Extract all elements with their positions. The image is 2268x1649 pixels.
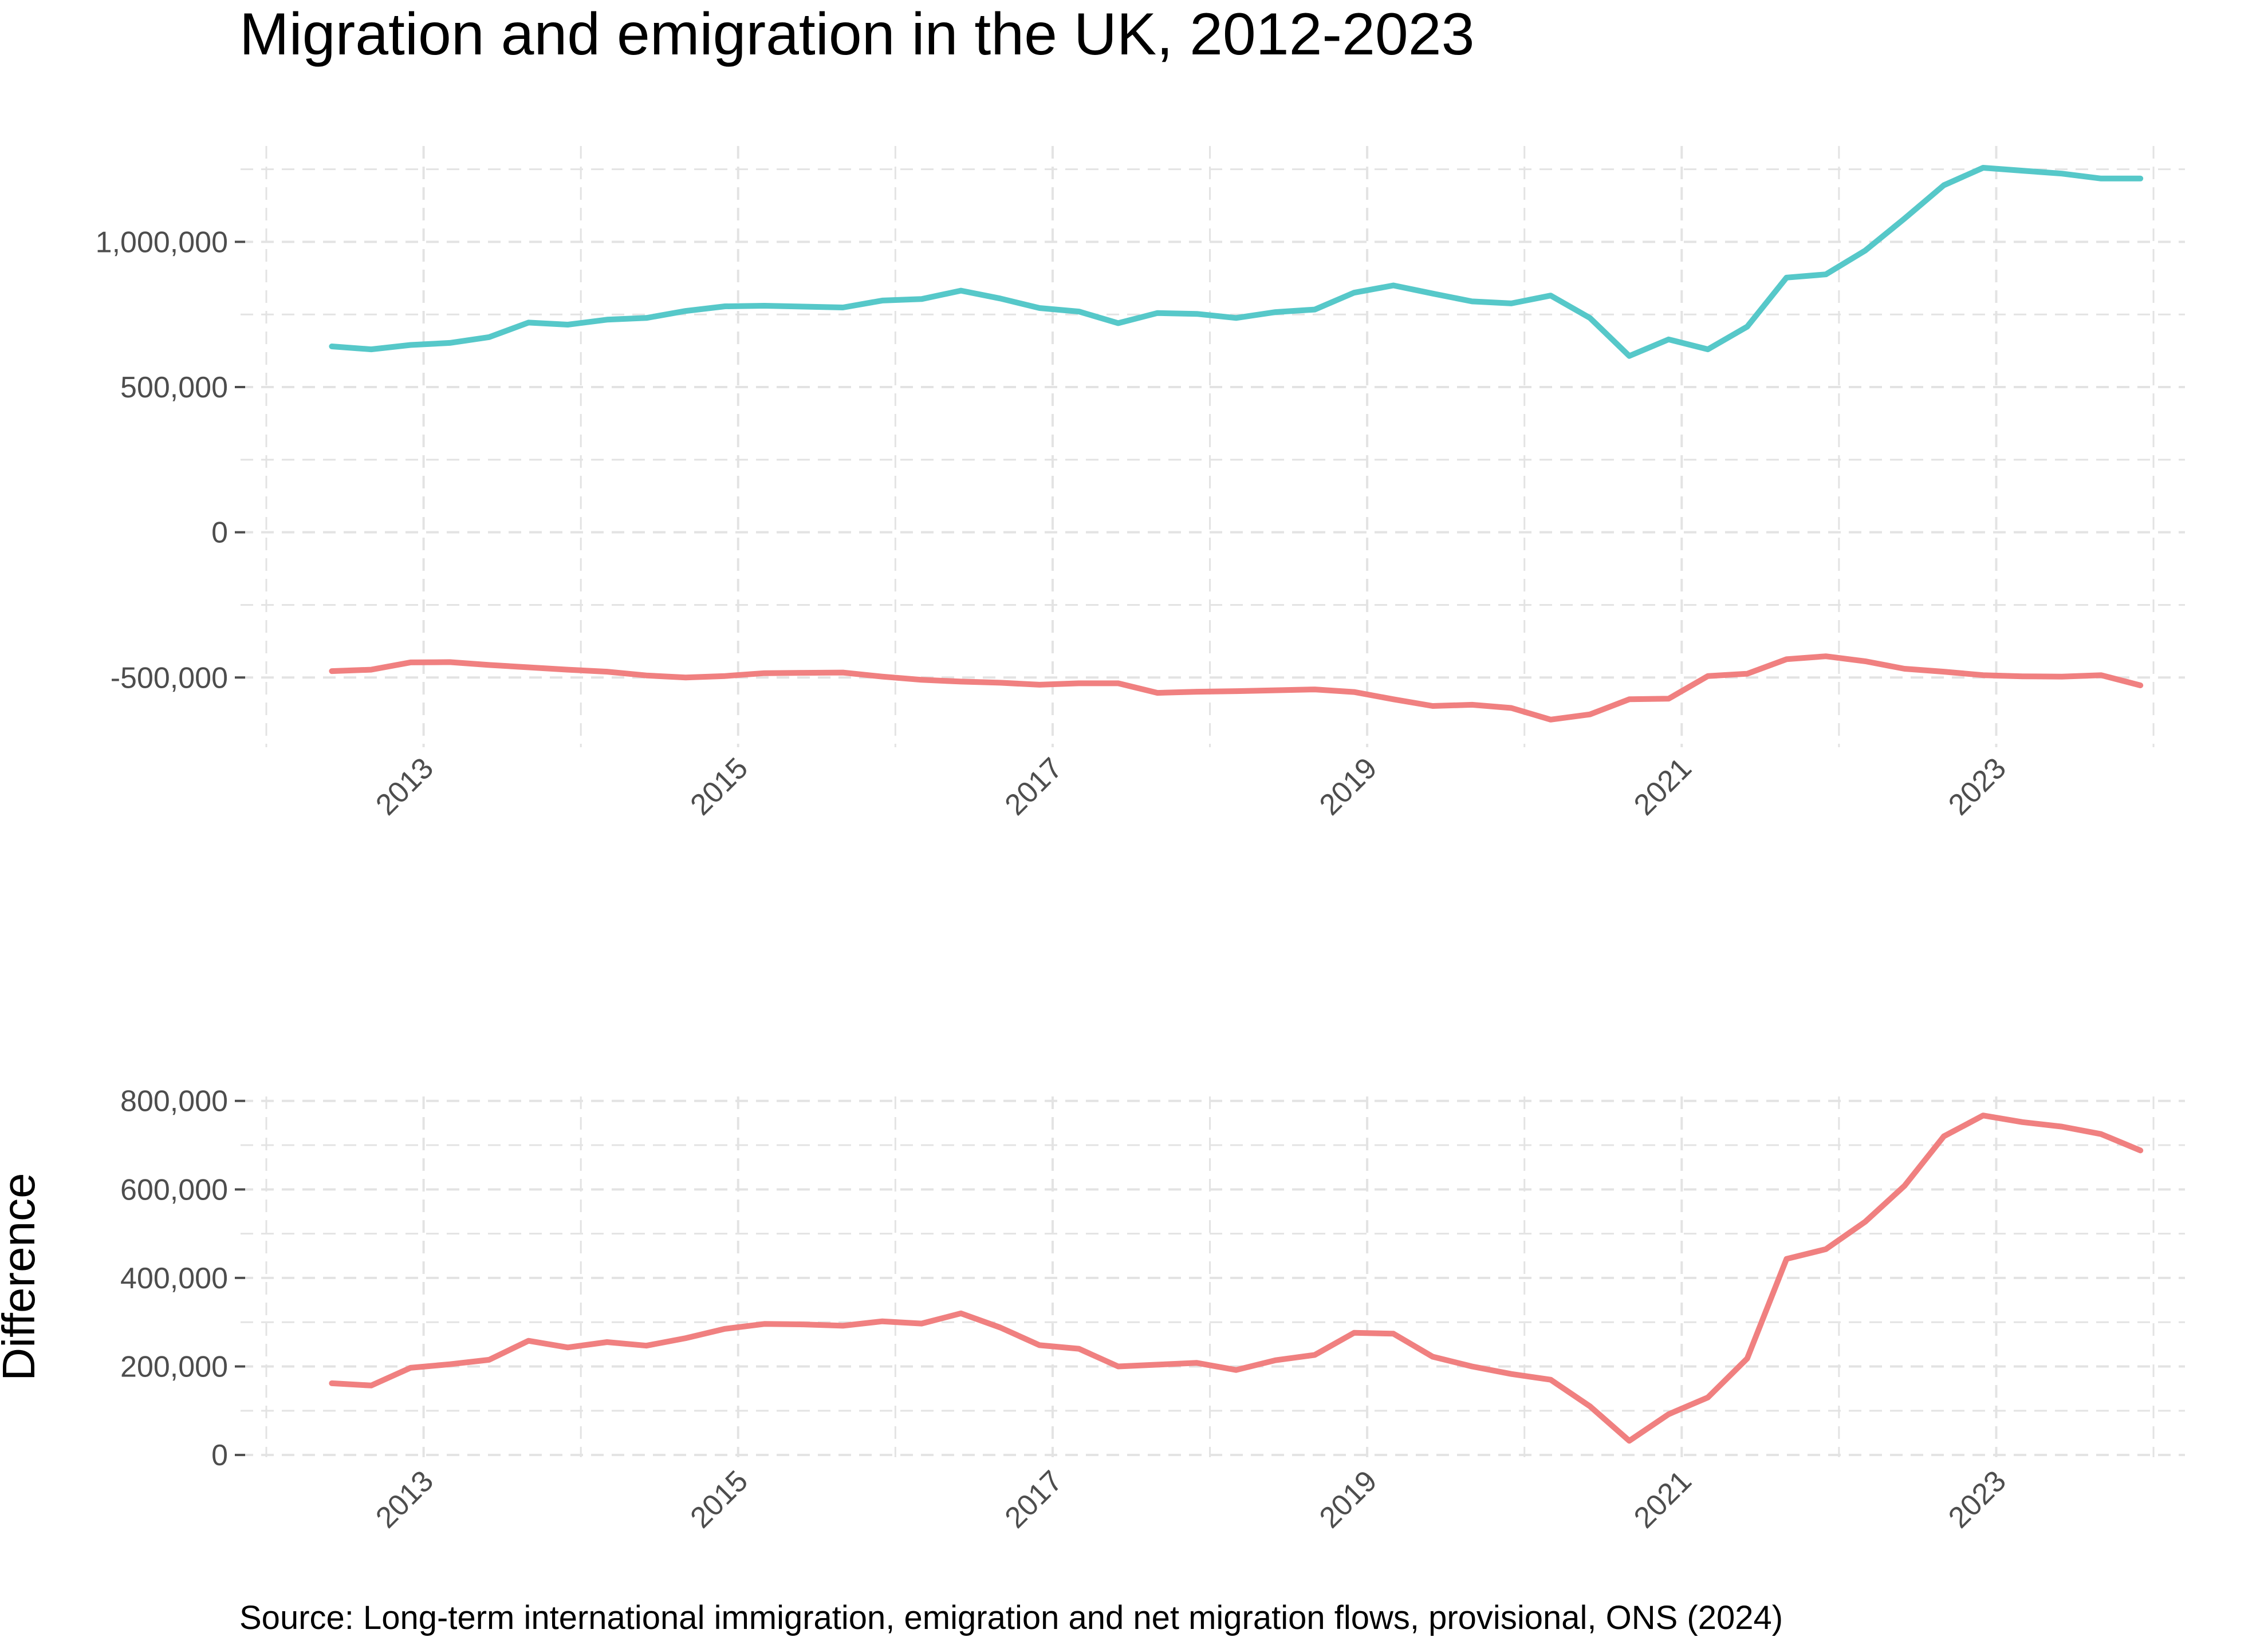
y-axis-title: Difference: [0, 1173, 44, 1380]
x-tick-label: 2023: [1942, 751, 2013, 822]
x-tick-label: 2017: [999, 1464, 1069, 1534]
x-tick-label: 2015: [684, 751, 754, 822]
source-caption: Source: Long-term international immigrat…: [239, 1599, 1783, 1636]
x-tick-label: 2017: [999, 751, 1069, 822]
x-tick-label: 2013: [369, 1464, 440, 1534]
x-tick-label: 2021: [1628, 751, 1698, 822]
x-tick-label: 2015: [684, 1464, 754, 1534]
y-tick-label: 500,000: [120, 371, 228, 404]
y-tick-label: 1,000,000: [96, 226, 228, 259]
y-tick-label: 0: [211, 516, 228, 550]
immigration-line: [329, 165, 2144, 359]
x-tick-label: 2019: [1313, 751, 1384, 822]
x-tick-label: 2013: [369, 751, 440, 822]
y-tick-label: -500,000: [111, 661, 228, 695]
grid-lines: [241, 146, 2185, 747]
chart-title: Migration and emigration in the UK, 2012…: [239, 1, 1474, 68]
y-tick-label: 400,000: [120, 1262, 228, 1295]
grid-lines: [241, 1096, 2185, 1457]
x-tick-label: 2021: [1628, 1464, 1698, 1534]
y-axis: -500,000 0 500,000 1,000,000: [96, 226, 245, 695]
y-tick-label: 600,000: [120, 1173, 228, 1206]
emigration-line: [329, 653, 2144, 723]
x-tick-label: 2019: [1313, 1464, 1384, 1534]
y-axis: 0 200,000 400,000 600,000 800,000: [120, 1085, 245, 1472]
y-tick-label: 0: [211, 1439, 228, 1472]
x-axis: 2013 2015 2017 2019 2021 2023: [369, 751, 2013, 822]
x-tick-label: 2023: [1942, 1464, 2013, 1534]
y-tick-label: 800,000: [120, 1085, 228, 1118]
difference-line: [329, 1113, 2144, 1444]
x-axis: 2013 2015 2017 2019 2021 2023: [369, 1464, 2013, 1534]
y-tick-label: 200,000: [120, 1351, 228, 1384]
